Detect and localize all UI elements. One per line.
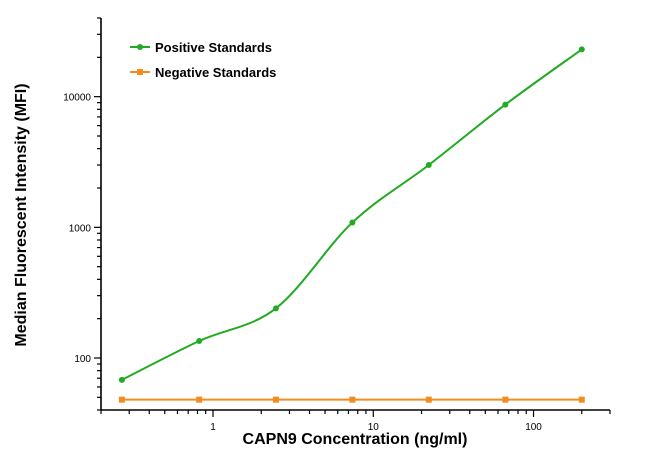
data-markers bbox=[118, 46, 585, 403]
data-point-square bbox=[196, 396, 203, 403]
legend-item-negative: Negative Standards bbox=[130, 65, 276, 80]
data-point-circle bbox=[196, 337, 203, 344]
y-axis-ticks: 100 1000 10000 bbox=[63, 17, 101, 411]
x-tick-label: 10 bbox=[368, 422, 380, 433]
data-point-square bbox=[502, 396, 509, 403]
y-tick-label: 10000 bbox=[63, 93, 91, 104]
data-point-square bbox=[118, 396, 125, 403]
series-line-0 bbox=[121, 48, 583, 381]
legend-marker-negative bbox=[137, 69, 143, 75]
x-tick-label: 1 bbox=[210, 422, 216, 433]
data-point-circle bbox=[578, 46, 585, 53]
x-axis-title: CAPN9 Concentration (ng/ml) bbox=[243, 431, 468, 448]
legend-item-positive: Positive Standards bbox=[130, 40, 272, 55]
data-point-square bbox=[272, 396, 279, 403]
legend: Positive Standards Negative Standards bbox=[130, 40, 276, 80]
y-tick-label: 1000 bbox=[69, 223, 92, 234]
y-tick-label: 100 bbox=[74, 354, 91, 365]
legend-label-positive: Positive Standards bbox=[155, 40, 272, 55]
legend-marker-positive bbox=[137, 44, 143, 50]
y-axis-title: Median Fluorescent Intensity (MFI) bbox=[13, 83, 30, 346]
data-point-square bbox=[578, 396, 585, 403]
x-axis-ticks: 1 10 100 bbox=[100, 410, 611, 433]
data-point-square bbox=[349, 396, 356, 403]
legend-label-negative: Negative Standards bbox=[155, 65, 276, 80]
data-point-circle bbox=[349, 219, 356, 226]
x-tick-label: 100 bbox=[525, 422, 542, 433]
data-point-square bbox=[425, 396, 432, 403]
data-point-circle bbox=[272, 305, 279, 312]
data-point-circle bbox=[425, 161, 432, 168]
data-point-circle bbox=[118, 376, 125, 383]
data-point-circle bbox=[502, 101, 509, 108]
